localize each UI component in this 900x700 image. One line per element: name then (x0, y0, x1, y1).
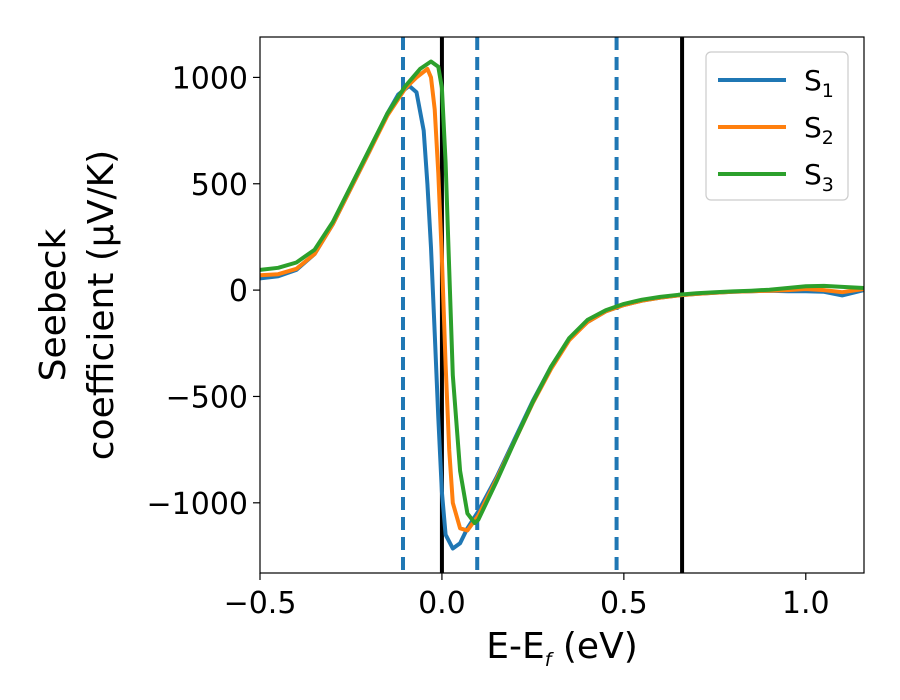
legend-label-base: S (804, 111, 822, 144)
y-tick-label: 0 (229, 274, 248, 309)
x-axis-label-main: E-E (486, 626, 544, 667)
plot-content (260, 37, 864, 573)
legend-label-s3: S3 (804, 158, 834, 196)
y-tick-label: −500 (166, 380, 248, 415)
x-axis-label: E-Ef (eV) (486, 626, 638, 671)
x-tick-label: 0.0 (418, 586, 466, 621)
y-tick-label: −1000 (147, 487, 248, 522)
axis-labels: E-Ef (eV) Seebeck coefficient (μV/K) (33, 150, 638, 671)
x-axis-label-unit: (eV) (551, 626, 637, 667)
x-tick-label: 0.5 (600, 586, 648, 621)
legend-label-subscript: 1 (822, 80, 834, 102)
x-tick-label: 1.0 (782, 586, 830, 621)
legend-label-s1: S1 (804, 64, 834, 102)
legend-label-subscript: 2 (822, 127, 834, 149)
legend-label-s2: S2 (804, 111, 834, 149)
x-axis-label-subscript: f (545, 649, 555, 671)
series-line-s3 (260, 59, 864, 525)
y-tick-label: 500 (191, 168, 248, 203)
y-axis-label-line1: Seebeck (33, 228, 74, 381)
x-tick-label: −0.5 (224, 586, 297, 621)
legend-label-base: S (804, 158, 822, 191)
plot-area (260, 37, 864, 573)
legend-label-subscript: 3 (822, 174, 834, 196)
axes: −0.5 0.0 0.5 1.0 −1000 −500 0 500 1000 (147, 36, 865, 621)
legend-label-base: S (804, 64, 822, 97)
axes-frame (259, 36, 865, 574)
y-tick-label: 1000 (172, 61, 248, 96)
y-axis-label-line2: coefficient (μV/K) (81, 150, 122, 460)
